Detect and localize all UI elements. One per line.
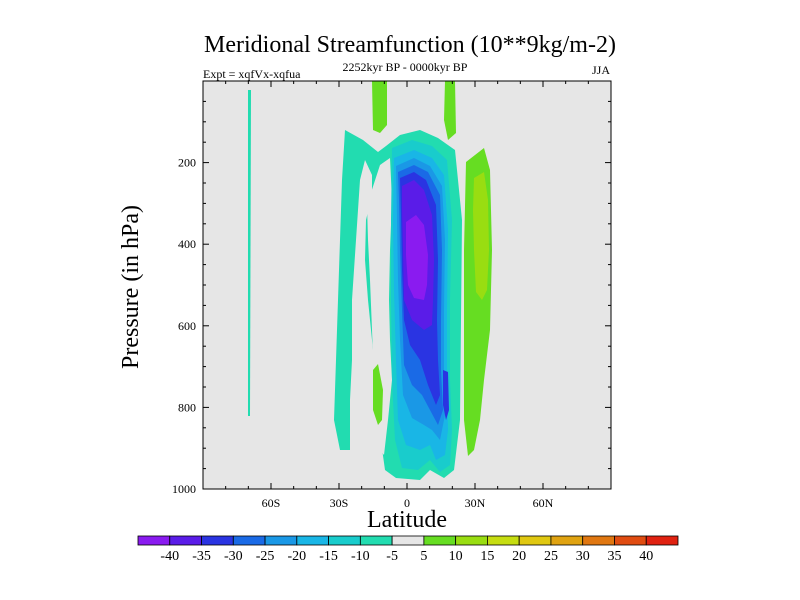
colorbar-swatch	[423, 535, 457, 546]
x-tick-label: 60N	[533, 496, 554, 510]
colorbar-swatch	[264, 535, 298, 546]
region-white-gap	[367, 158, 392, 455]
colorbar-swatch	[582, 535, 615, 546]
y-tick-label: 400	[178, 237, 196, 251]
x-tick-label: 30S	[330, 496, 349, 510]
x-tick-label: 0	[404, 496, 410, 510]
region-yellowgreen-right-core	[473, 172, 489, 300]
region-blue-lower-tail	[443, 370, 449, 420]
x-axis: 60S 30S 0 30N 60N	[225, 81, 589, 510]
x-tick-label: 30N	[465, 496, 486, 510]
colorbar-label: 35	[607, 549, 621, 564]
colorbar-swatch	[645, 535, 679, 546]
y-tick-label: 600	[178, 319, 196, 333]
region-green-lower-left	[373, 364, 383, 425]
colorbar-label: -15	[319, 549, 338, 564]
colorbar-label: 15	[480, 549, 494, 564]
subtitle-left: Expt = xqfVx-xqfua	[203, 67, 301, 81]
colorbar-swatch	[328, 535, 361, 546]
colorbar-swatch	[455, 535, 488, 546]
colorbar-label: 5	[420, 549, 427, 564]
colorbar-label: -25	[256, 549, 275, 564]
colorbar-swatch	[169, 535, 202, 546]
subtitle-right: JJA	[592, 63, 610, 77]
colorbar: -40 -35 -30 -25 -20 -15 -10 -5 5 10 15 20 25 30 35 40	[137, 535, 679, 564]
colorbar-swatch	[614, 535, 647, 546]
colorbar-swatch	[391, 535, 425, 546]
x-tick-label: 60S	[262, 496, 281, 510]
colorbar-label: -35	[192, 549, 211, 564]
region-violet-40	[406, 215, 428, 300]
colorbar-label: 25	[544, 549, 558, 564]
region-green-upper-left	[372, 81, 387, 133]
colorbar-swatch	[487, 535, 520, 546]
colorbar-label: -30	[224, 549, 243, 564]
colorbar-swatch	[518, 535, 552, 546]
colorbar-label: -40	[160, 549, 179, 564]
colorbar-label: -10	[351, 549, 370, 564]
colorbar-swatch	[201, 535, 234, 546]
y-tick-label: 200	[178, 156, 196, 170]
region-positive-lat-85-strip	[248, 90, 251, 416]
colorbar-label: -5	[386, 549, 398, 564]
y-axis: 200 400 600 800 1000	[172, 100, 611, 496]
colorbar-label: 10	[449, 549, 463, 564]
subtitle-center: 2252kyr BP - 0000kyr BP	[343, 60, 468, 74]
region-green-upper-right	[444, 81, 456, 140]
colorbar-label: 30	[576, 549, 590, 564]
colorbar-swatch	[296, 535, 329, 546]
colorbar-swatch	[232, 535, 266, 546]
colorbar-swatch	[359, 535, 393, 546]
colorbar-label: 40	[639, 549, 653, 564]
x-axis-title: Latitude	[367, 507, 447, 533]
colorbar-label: -20	[287, 549, 306, 564]
colorbar-label: 20	[512, 549, 526, 564]
y-tick-label: 800	[178, 400, 196, 414]
y-axis-title: Pressure (in hPa)	[118, 205, 144, 369]
chart-title: Meridional Streamfunction (10**9kg/m-2)	[204, 32, 616, 58]
colorbar-swatch	[550, 535, 584, 546]
contour-regions	[248, 81, 492, 480]
colorbar-swatch	[137, 535, 171, 546]
y-tick-label: 1000	[172, 482, 196, 496]
